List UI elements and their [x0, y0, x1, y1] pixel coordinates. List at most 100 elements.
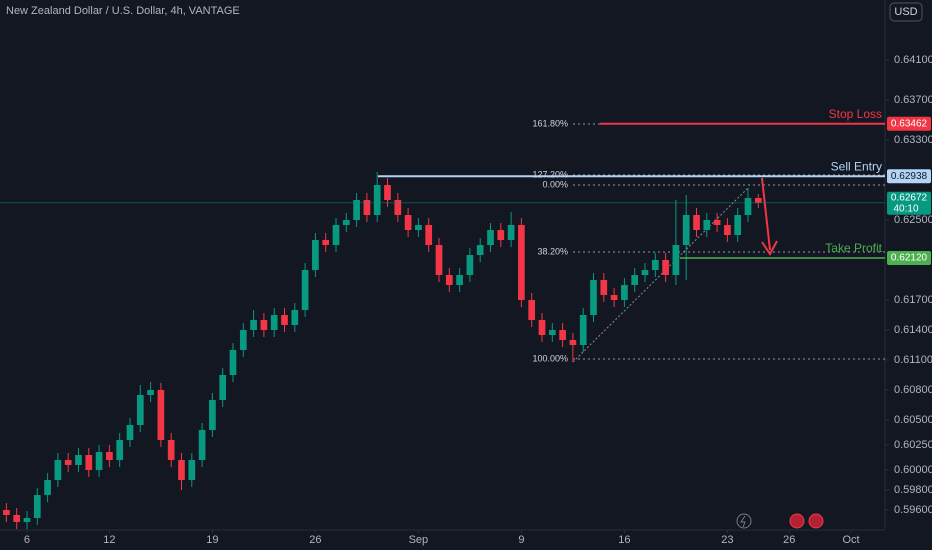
event-icon[interactable]	[808, 513, 824, 529]
candle-body	[363, 200, 371, 215]
candle-body	[693, 215, 700, 230]
event-icon[interactable]	[736, 513, 752, 529]
candle-body	[116, 440, 124, 460]
level-name: Take Profit	[825, 241, 882, 255]
currency-label[interactable]: USD	[894, 6, 917, 18]
candle-body	[394, 200, 402, 215]
x-tick-label: 9	[518, 534, 524, 546]
candle-body	[703, 220, 711, 230]
x-tick-label: Sep	[409, 534, 429, 546]
candle-body	[239, 330, 247, 350]
candle-body	[178, 460, 185, 480]
candle-body	[538, 320, 546, 335]
fib-label: 38.20%	[537, 246, 568, 256]
countdown-label: 40:10	[893, 203, 918, 214]
currency-button[interactable]	[889, 2, 923, 22]
fib-label: 0.00%	[542, 179, 568, 189]
candle-body	[95, 452, 103, 470]
candle-body	[445, 275, 453, 285]
y-tick-label: 0.61400	[894, 324, 932, 336]
candle-body	[342, 220, 350, 225]
candle-body	[301, 270, 309, 310]
candle-body	[75, 455, 82, 465]
candle-body	[167, 440, 175, 460]
level-price-label: 0.63462	[891, 118, 928, 129]
candle-body	[435, 245, 443, 275]
candle-body	[641, 270, 649, 275]
candle-body	[404, 215, 412, 230]
candle-body	[106, 452, 113, 460]
candle-body	[724, 225, 731, 235]
level-name: Stop Loss	[829, 107, 882, 121]
candle-body	[487, 230, 494, 245]
y-tick-label: 0.62500	[894, 214, 932, 226]
candle-body	[322, 240, 330, 245]
candle-body	[64, 460, 72, 465]
x-tick-label: 6	[24, 534, 30, 546]
y-tick-label: 0.60000	[894, 464, 932, 476]
event-icons	[736, 513, 824, 529]
x-tick-label: 19	[206, 534, 218, 546]
current-price-box	[887, 191, 931, 215]
x-tick-label: Oct	[842, 534, 859, 546]
lightning	[740, 515, 746, 528]
event-icon[interactable]	[789, 513, 805, 529]
y-tick-label: 0.61100	[894, 354, 932, 366]
candle-body	[662, 260, 669, 275]
arrow-head	[761, 240, 778, 256]
candle-body	[569, 340, 577, 345]
candle-body	[291, 310, 299, 325]
candle-body	[754, 198, 762, 203]
fib-label: 127.20%	[532, 169, 568, 179]
candle-body	[497, 230, 505, 240]
candle-body	[188, 460, 196, 480]
y-tick-label: 0.60250	[894, 439, 932, 451]
candle-body	[250, 320, 257, 330]
candle-body	[507, 225, 515, 240]
candle-body	[456, 275, 463, 285]
candle-body	[579, 315, 587, 345]
level-price-label: 0.62938	[891, 171, 928, 182]
candle-body	[332, 225, 340, 245]
level-price-box	[887, 169, 931, 184]
candle-body	[44, 480, 51, 495]
chart-title: New Zealand Dollar / U.S. Dollar, 4h, VA…	[6, 5, 240, 17]
candle-body	[281, 315, 288, 325]
candle-body	[610, 295, 618, 300]
candle-body	[312, 240, 319, 270]
candle-body	[229, 350, 237, 375]
fib-label: 100.00%	[532, 353, 568, 363]
candle-body	[713, 220, 721, 225]
candle-body	[559, 330, 566, 340]
candle-body	[126, 425, 134, 440]
candle-body	[353, 200, 360, 220]
y-tick-label: 0.63700	[894, 94, 932, 106]
candle-body	[415, 225, 422, 230]
red-arrow	[761, 177, 778, 256]
candle-body	[600, 280, 608, 295]
candle-body	[33, 495, 41, 518]
y-tick-label: 0.60800	[894, 384, 932, 396]
candle-body	[621, 285, 628, 300]
candle-body	[672, 245, 680, 275]
candle-body	[518, 225, 525, 300]
candle-body	[157, 390, 165, 440]
candle-body	[734, 215, 742, 235]
candle-body	[136, 395, 144, 425]
candle-body	[466, 255, 474, 275]
fib-label: 161.80%	[532, 118, 568, 128]
candle-body	[270, 315, 278, 330]
level-price-label: 0.62120	[891, 253, 928, 264]
candle-body	[528, 300, 536, 320]
candle-body	[147, 390, 154, 395]
y-tick-label: 0.64100	[894, 54, 932, 66]
candle-body	[425, 225, 433, 245]
candle-body	[198, 430, 206, 460]
y-tick-label: 0.63300	[894, 134, 932, 146]
level-name: Sell Entry	[831, 159, 882, 173]
candle-body	[219, 375, 227, 400]
candle-body	[631, 275, 639, 285]
candle-body	[651, 260, 659, 270]
candle-body	[476, 245, 484, 255]
